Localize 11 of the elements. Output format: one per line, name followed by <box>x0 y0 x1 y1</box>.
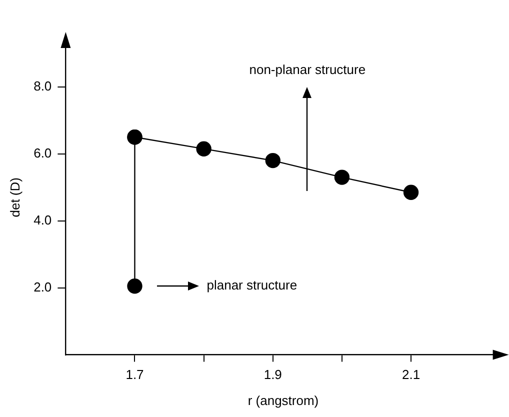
x-tick-label: 1.9 <box>264 367 282 382</box>
y-tick-label: 8.0 <box>34 78 52 94</box>
annotation: non-planar structure <box>249 62 366 78</box>
x-tick-label: 2.1 <box>402 367 420 382</box>
y-tick-label: 6.0 <box>34 145 52 160</box>
y-axis-title: det (D) <box>7 178 22 218</box>
x-tick-label: 1.7 <box>126 367 144 382</box>
y-tick-label: 2.0 <box>34 279 52 294</box>
x-axis-title: r (angstrom) <box>248 392 319 408</box>
y-tick-label: 4.0 <box>34 212 52 228</box>
annotation: planar structure <box>206 278 298 293</box>
